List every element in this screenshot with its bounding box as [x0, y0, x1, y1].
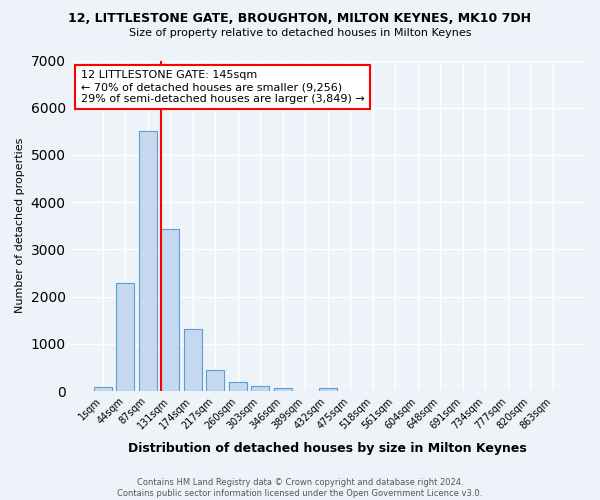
Bar — [116, 284, 134, 391]
Bar — [251, 386, 269, 391]
Text: 12 LITTLESTONE GATE: 145sqm
← 70% of detached houses are smaller (9,256)
29% of : 12 LITTLESTONE GATE: 145sqm ← 70% of det… — [81, 70, 365, 104]
X-axis label: Distribution of detached houses by size in Milton Keynes: Distribution of detached houses by size … — [128, 442, 527, 455]
Bar — [94, 388, 112, 391]
Bar — [319, 388, 337, 391]
Bar — [229, 382, 247, 391]
Bar — [274, 388, 292, 391]
Bar — [161, 229, 179, 391]
Bar — [206, 370, 224, 391]
Bar — [184, 328, 202, 391]
Y-axis label: Number of detached properties: Number of detached properties — [15, 138, 25, 314]
Text: Contains HM Land Registry data © Crown copyright and database right 2024.
Contai: Contains HM Land Registry data © Crown c… — [118, 478, 482, 498]
Bar — [139, 132, 157, 391]
Text: Size of property relative to detached houses in Milton Keynes: Size of property relative to detached ho… — [129, 28, 471, 38]
Text: 12, LITTLESTONE GATE, BROUGHTON, MILTON KEYNES, MK10 7DH: 12, LITTLESTONE GATE, BROUGHTON, MILTON … — [68, 12, 532, 26]
